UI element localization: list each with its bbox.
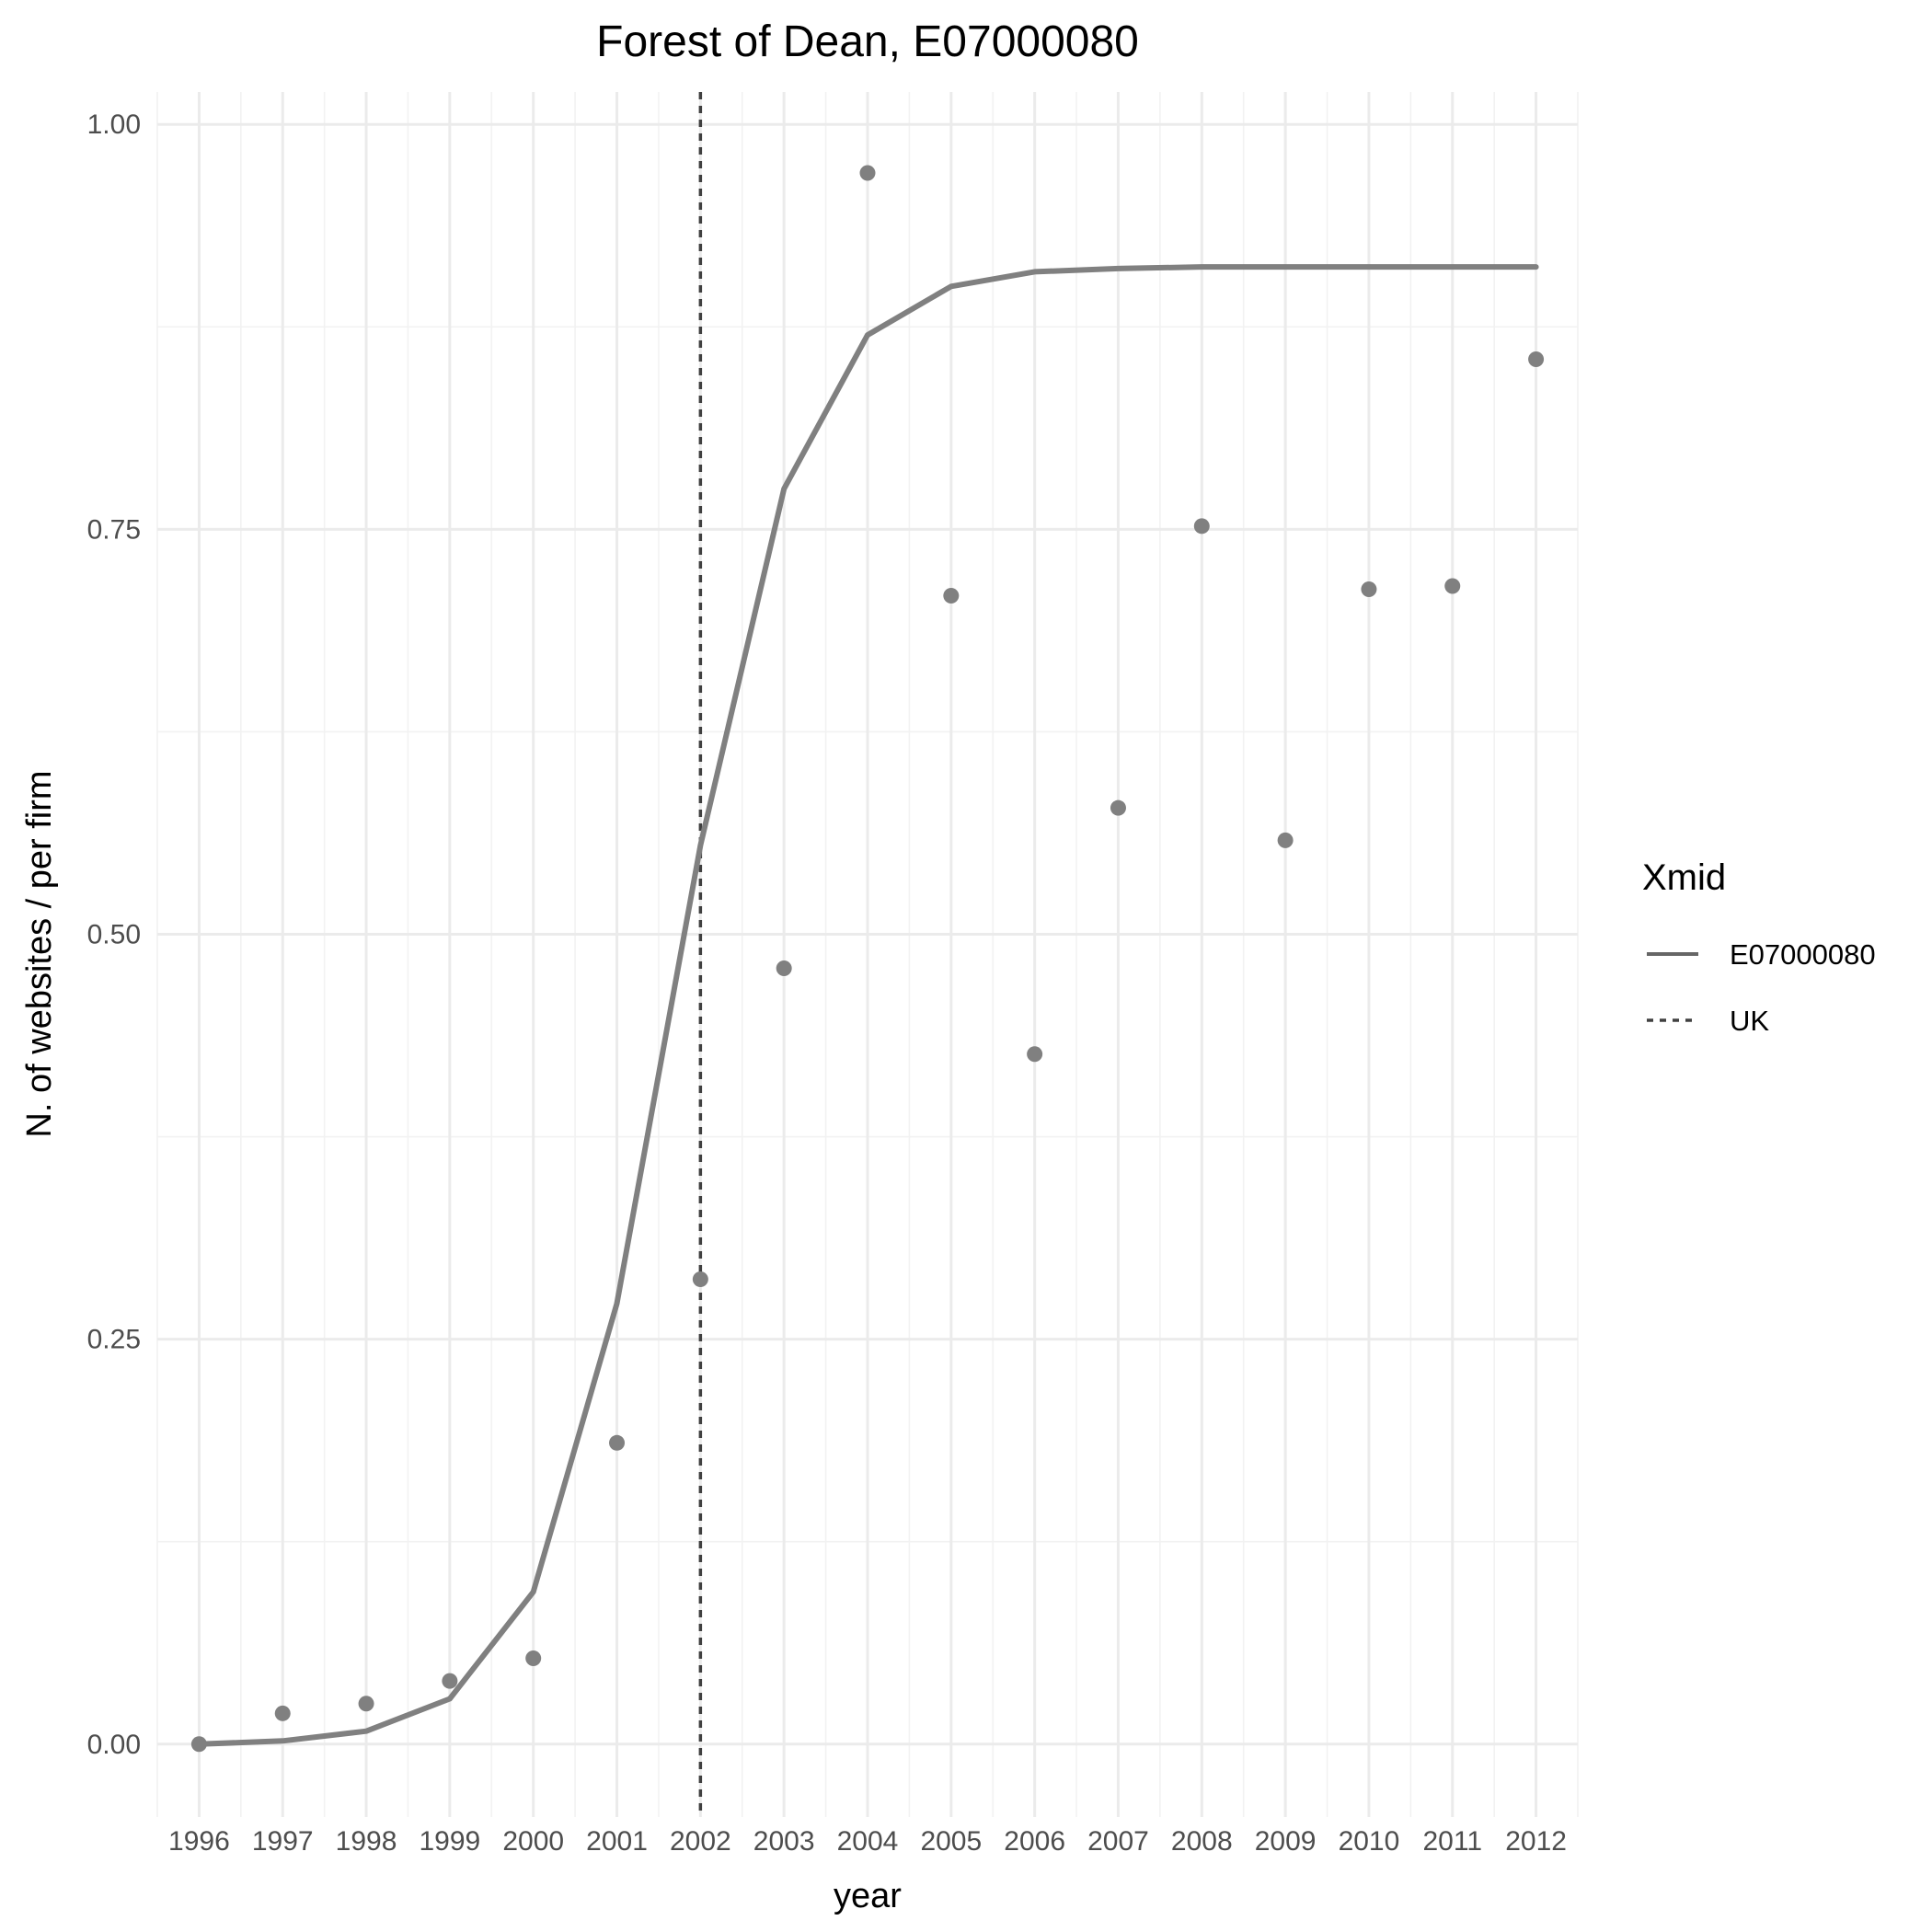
x-tick-label: 2012 [1505,1826,1567,1857]
x-tick-label: 2004 [837,1826,899,1857]
data-point [609,1434,626,1451]
y-tick-label: 1.00 [87,109,141,140]
x-tick-label: 1998 [336,1826,397,1857]
data-point [1528,351,1545,367]
chart-title: Forest of Dean, E07000080 [596,17,1139,66]
x-tick-label: 1997 [252,1826,314,1857]
plot-panel [190,92,1545,1817]
legend-label-uk: UK [1730,1005,1769,1037]
data-point [776,960,792,976]
legend-title: Xmid [1642,857,1726,898]
x-tick-label: 2002 [670,1826,731,1857]
x-tick-label: 2003 [753,1826,815,1857]
data-point [1110,799,1126,816]
data-point [1444,578,1461,594]
line-e07000080 [196,264,1539,1747]
x-tick-label: 2006 [1004,1826,1065,1857]
data-point [1361,581,1377,597]
x-tick-label: 2005 [920,1826,982,1857]
x-tick-label: 2000 [502,1826,564,1857]
y-tick-label: 0.50 [87,919,141,949]
x-tick-label: 1996 [168,1826,230,1857]
y-tick-label: 0.75 [87,514,141,545]
axes: 0.00 0.25 0.50 0.75 1.00 1996 1997 1998 1999 2000… [87,109,1567,1857]
legend-label-e07000080: E07000080 [1730,938,1876,971]
data-point [1277,832,1294,848]
data-point [442,1673,458,1689]
data-point [190,1736,207,1753]
data-point [943,588,960,604]
data-point [1027,1046,1043,1063]
gridlines [156,92,1579,1817]
y-tick-label: 0.25 [87,1325,141,1355]
data-point [525,1650,542,1666]
legend: Xmid E07000080 UK [1642,857,1876,1037]
y-tick-label: 0.00 [87,1730,141,1760]
data-point [692,1271,708,1287]
data-point [274,1705,291,1721]
y-axis-title: N. of websites / per firm [20,770,59,1137]
x-tick-label: 2010 [1339,1826,1400,1857]
data-point [1193,518,1210,535]
x-tick-label: 2009 [1255,1826,1317,1857]
data-point [358,1696,374,1712]
x-tick-label: 2008 [1171,1826,1233,1857]
x-tick-label: 2011 [1423,1826,1483,1857]
x-tick-label: 1999 [420,1826,481,1857]
x-tick-label: 2007 [1087,1826,1149,1857]
x-axis-title: year [834,1877,902,1915]
data-point [859,165,876,181]
x-tick-label: 2001 [586,1826,648,1857]
